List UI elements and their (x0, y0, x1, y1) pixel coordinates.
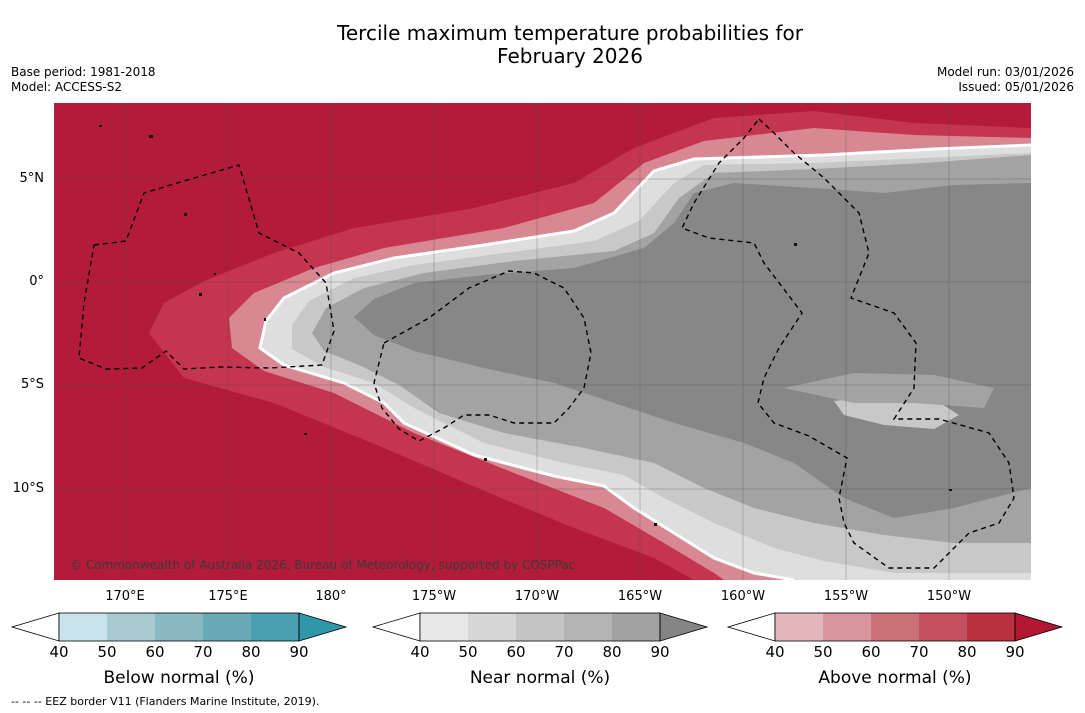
below-tick-50: 50 (97, 643, 117, 661)
eez-borders (78, 118, 1015, 569)
lon-label-150w: 150°W (926, 589, 972, 604)
above-tick-50: 50 (813, 643, 833, 661)
near-tick-60: 60 (506, 643, 526, 661)
below-over-arrow (298, 612, 348, 642)
lon-label-170w: 170°W (514, 589, 560, 604)
lon-label-160w: 160°W (720, 589, 766, 604)
above-over-arrow (1014, 612, 1064, 642)
above-seg-5 (967, 613, 1015, 641)
meta-right: Model run: 03/01/2026 Issued: 05/01/2026 (937, 65, 1074, 95)
below-seg-2 (107, 613, 155, 641)
near-under-arrow (371, 612, 421, 642)
lon-label-155w: 155°W (823, 589, 869, 604)
colorbar-below (10, 612, 348, 642)
eez-footnote: -- -- -- EEZ border V11 (Flanders Marine… (11, 695, 320, 708)
above-tick-60: 60 (861, 643, 881, 661)
below-seg-3 (155, 613, 203, 641)
above-tick-80: 80 (957, 643, 977, 661)
above-normal-title: Above normal (%) (818, 668, 972, 688)
below-tick-80: 80 (241, 643, 261, 661)
near-tick-40: 40 (410, 643, 430, 661)
colorbar-above (726, 612, 1064, 642)
above-seg-3 (871, 613, 919, 641)
near-tick-50: 50 (458, 643, 478, 661)
model-name: Model: ACCESS-S2 (11, 80, 123, 94)
near-seg-1 (420, 613, 468, 641)
above-tick-90: 90 (1005, 643, 1025, 661)
lon-label-180: 180° (315, 589, 347, 604)
near-seg-4 (564, 613, 612, 641)
near-normal-dark-region (354, 183, 1031, 518)
above-seg-2 (823, 613, 871, 641)
near-normal-mid-patch (784, 373, 994, 408)
below-seg-4 (203, 613, 251, 641)
chart-title: Tercile maximum temperature probabilitie… (0, 22, 1085, 68)
lon-label-165w: 165°W (617, 589, 663, 604)
below-tick-60: 60 (145, 643, 165, 661)
above-tick-70: 70 (909, 643, 929, 661)
lon-label-170e: 170°E (105, 589, 145, 604)
tercile-boundary-line (258, 143, 1031, 580)
below-tick-90: 90 (289, 643, 309, 661)
near-seg-2 (468, 613, 516, 641)
model-run: Model run: 03/01/2026 (936, 65, 1074, 79)
near-tick-70: 70 (554, 643, 574, 661)
colorbars (10, 612, 1064, 642)
above-seg-4 (919, 613, 967, 641)
meta-left: Base period: 1981-2018 Model: ACCESS-S2 (11, 65, 156, 95)
grid-lines (54, 103, 1031, 580)
near-normal-title: Near normal (%) (469, 668, 611, 688)
near-over-arrow (659, 612, 709, 642)
below-under-arrow (10, 612, 60, 642)
lat-label-5s: 5°S (20, 377, 44, 392)
lat-label-5n: 5°N (19, 171, 45, 186)
issued-date: Issued: 05/01/2026 (958, 80, 1074, 94)
above-seg-1 (775, 613, 823, 641)
below-seg-5 (251, 613, 299, 641)
above-tick-40: 40 (765, 643, 785, 661)
eez-border-east (681, 118, 1015, 569)
below-tick-70: 70 (193, 643, 213, 661)
map-svg (54, 103, 1031, 580)
near-seg-3 (516, 613, 564, 641)
title-line-1: Tercile maximum temperature probabilitie… (337, 21, 803, 45)
near-tick-80: 80 (602, 643, 622, 661)
near-seg-5 (612, 613, 660, 641)
eez-border-central (373, 270, 592, 442)
copyright-notice: © Commonwealth of Australia 2026, Bureau… (70, 558, 576, 572)
base-period: Base period: 1981-2018 (11, 65, 156, 79)
eez-border-west (78, 164, 335, 370)
lat-label-10s: 10°S (12, 481, 44, 496)
probability-map (54, 103, 1031, 580)
lat-label-0: 0° (29, 274, 44, 289)
lon-label-175e: 175°E (208, 589, 248, 604)
colorbar-near (371, 612, 709, 642)
below-tick-40: 40 (49, 643, 69, 661)
below-normal-title: Below normal (%) (103, 668, 255, 688)
island-specks (99, 125, 952, 526)
title-line-2: February 2026 (497, 44, 643, 68)
lon-label-175w: 175°W (411, 589, 457, 604)
below-seg-1 (59, 613, 107, 641)
near-tick-90: 90 (650, 643, 670, 661)
above-under-arrow (726, 612, 776, 642)
